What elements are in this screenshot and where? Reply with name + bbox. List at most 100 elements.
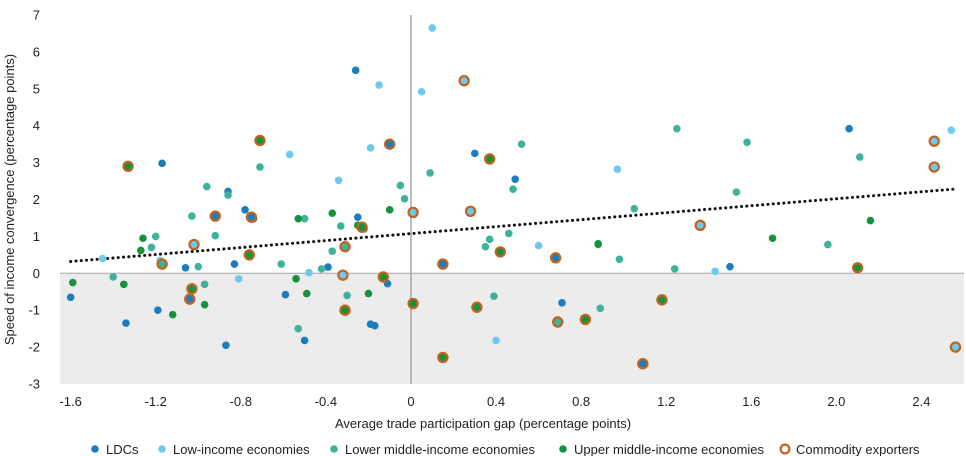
x-tick-label: 2.4 [912, 394, 930, 409]
low-income-point [366, 144, 375, 152]
x-tick-label: 0.8 [572, 394, 590, 409]
lower-middle-point [509, 185, 517, 193]
ldc-point [845, 124, 853, 133]
commodity-exporter-point [552, 316, 564, 328]
lower-middle-point [256, 163, 264, 171]
commodity-exporter-point [245, 211, 258, 223]
upper-middle-point [302, 289, 311, 298]
lower-middle-point [485, 235, 494, 244]
x-tick-label: -0.4 [315, 394, 337, 409]
lower-middle-point [188, 212, 196, 220]
commodity-exporter-point [377, 271, 390, 283]
upper-middle-point [328, 209, 337, 217]
x-tick-label: 1.6 [742, 394, 760, 409]
low-income-point [613, 165, 622, 174]
x-axis-title: Average trade participation gap (percent… [335, 416, 631, 431]
lower-middle-point [732, 188, 741, 196]
commodity-exporter-point [483, 153, 496, 165]
legend-low-income-marker [158, 445, 166, 453]
low-income-point [334, 176, 343, 185]
data-points [66, 24, 962, 370]
legend-upper-middle-marker [559, 445, 567, 453]
commodity-exporter-point [437, 258, 449, 270]
commodity-exporter-point [339, 304, 351, 316]
ldc-point [558, 299, 566, 307]
lower-middle-point [294, 324, 303, 333]
legend-label: LDCs [106, 442, 139, 456]
commodity-exporter-point [254, 134, 266, 147]
upper-middle-point [768, 234, 777, 243]
ldc-point [181, 263, 190, 272]
x-tick-label: 0.4 [487, 394, 505, 409]
commodity-exporter-point [186, 283, 198, 295]
low-income-point [305, 268, 313, 277]
commodity-exporter-point [928, 135, 940, 147]
low-income-point [711, 267, 719, 276]
y-tick-label: 7 [33, 8, 40, 23]
commodity-exporter-point [383, 138, 396, 150]
upper-middle-point [137, 246, 145, 255]
legend-commodity-marker [779, 443, 791, 455]
lower-middle-point [596, 304, 605, 313]
negative-region-shading [60, 273, 964, 384]
lower-middle-point [481, 242, 490, 251]
low-income-point [534, 241, 543, 250]
y-tick-label: 4 [33, 118, 40, 133]
lower-middle-point [630, 204, 639, 213]
ldc-point [230, 260, 239, 268]
low-income-point [234, 275, 243, 283]
y-tick-label: -3 [28, 377, 40, 392]
ldc-point [158, 159, 166, 168]
lower-middle-point [343, 291, 351, 300]
lower-middle-point [109, 273, 117, 281]
commodity-exporter-point [458, 74, 470, 87]
lower-middle-point [194, 262, 203, 271]
commodity-exporter-point [637, 358, 649, 370]
commodity-exporter-point [209, 210, 221, 222]
commodity-exporter-point [188, 238, 200, 251]
ldc-point [353, 213, 362, 222]
commodity-exporter-point [928, 161, 940, 173]
commodity-exporter-point [156, 258, 168, 270]
low-income-point [375, 81, 383, 89]
low-income-point [428, 24, 437, 32]
upper-middle-point [294, 214, 303, 223]
commodity-exporter-point [494, 246, 507, 258]
y-axis-title: Speed of income convergence (percentage … [2, 54, 17, 345]
commodity-exporter-point [184, 293, 196, 305]
legend-label: Lower middle-income economies [345, 442, 536, 456]
commodity-exporter-point [579, 313, 592, 326]
legend-lower-middle-marker [330, 445, 338, 453]
x-tick-label: -1.2 [145, 394, 167, 409]
commodity-exporter-point [694, 219, 706, 232]
lower-middle-point [317, 265, 326, 273]
lower-middle-point [202, 182, 211, 191]
ldc-point [511, 175, 519, 184]
commodity-exporter-point [356, 221, 368, 233]
commodity-exporter-point [337, 269, 349, 281]
lower-middle-point [400, 194, 409, 203]
low-income-point [492, 336, 500, 345]
lower-middle-point [147, 243, 156, 252]
upper-middle-point [68, 278, 77, 287]
lower-middle-point [277, 260, 286, 268]
legend: LDCs Low-income economies Lower middle-inc… [91, 442, 920, 456]
lower-middle-point [151, 232, 160, 241]
lower-middle-point [426, 169, 434, 177]
upper-middle-point [866, 216, 875, 225]
y-tick-label: 1 [33, 229, 40, 244]
upper-middle-point [139, 234, 147, 243]
upper-middle-point [364, 289, 373, 298]
upper-middle-point [292, 275, 300, 283]
y-tick-label: 3 [33, 155, 40, 170]
commodity-exporter-point [339, 241, 351, 253]
low-income-point [285, 150, 294, 159]
lower-middle-point [855, 153, 864, 161]
x-tick-label: -0.8 [230, 394, 252, 409]
upper-middle-point [200, 300, 209, 309]
ldc-point [66, 293, 75, 302]
lower-middle-point [224, 191, 232, 199]
y-tick-label: 5 [33, 81, 40, 96]
commodity-exporter-point [407, 206, 419, 219]
trend-dotted-line [69, 187, 955, 263]
